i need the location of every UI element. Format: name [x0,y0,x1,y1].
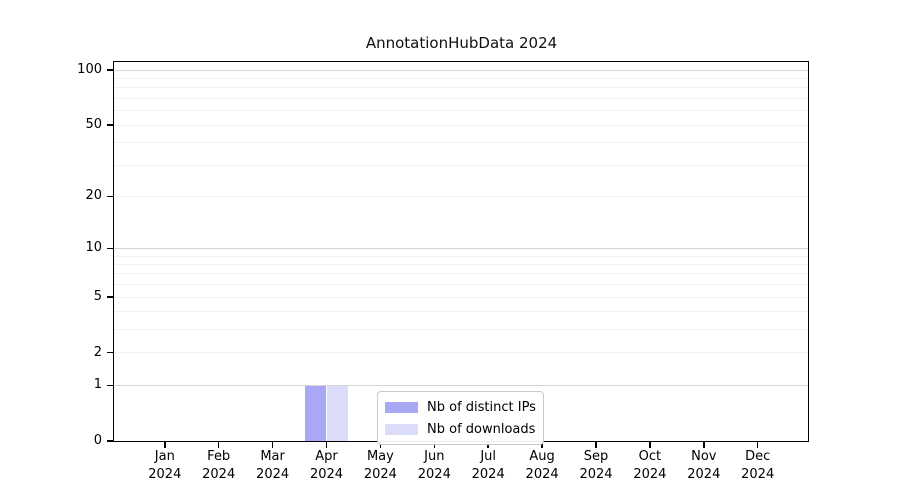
minor-gridline [114,255,808,257]
x-axis-tick [164,441,166,448]
minor-gridline [114,78,808,80]
y-tick-label: 5 [93,289,102,305]
y-tick-label: 10 [85,240,102,256]
year-label: 2024 [309,467,344,482]
year-label: 2024 [687,467,721,482]
plot-area: Dec 2024 Nov 2024 Oct 2024 Sep 2024 Aug 2024 Jul 20… [77,61,809,482]
year-label: 2024 [256,467,290,482]
minor-gridline [114,195,808,197]
x-tick-label: May 2024 [348,448,412,484]
y-tick-label: 50 [85,117,102,133]
minor-gridline [114,329,808,331]
month-label: Jan [154,449,175,464]
minor-gridline [114,98,808,100]
minor-gridline [114,263,808,265]
major-gridline [114,384,808,386]
month-label: Mar [260,449,285,464]
y-axis-tick [106,247,113,250]
x-axis-tick [756,441,759,448]
x-tick-label: Jul 2024 [456,448,520,484]
chart-title: AnnotationHubData 2024 [365,34,558,52]
minor-gridline [114,87,808,89]
legend-swatch-distinct-ips [385,401,418,413]
x-axis-tick [541,441,543,448]
legend-item-distinct-ips: Nb of distinct IPs [385,398,536,416]
x-tick-label: Jan 2024 [133,448,197,484]
minor-gridline [114,124,808,126]
minor-gridline [114,352,808,354]
y-axis-tick [106,296,113,298]
x-axis-tick [271,441,274,448]
bar-nb-of-downloads-apr [326,385,349,441]
month-label: Dec [745,449,771,464]
legend: Nb of distinct IPs Nb of downloads [377,391,544,445]
minor-gridline [114,311,808,313]
month-label: Sep [583,449,609,464]
x-tick-label: Dec 2024 [726,448,790,484]
bar-nb-of-distinct-ips-apr [304,385,327,441]
x-tick-label: Oct 2024 [618,448,682,484]
legend-label-downloads: Nb of downloads [427,421,536,437]
y-axis-tick [106,384,113,387]
year-label: 2024 [363,467,397,482]
legend-item-downloads: Nb of downloads [385,420,535,438]
legend-label-distinct-ips: Nb of distinct IPs [427,399,536,415]
x-tick-label: Mar 2024 [241,448,305,484]
year-label: 2024 [417,467,451,482]
y-tick-label: 0 [93,433,102,448]
y-tick-label: 1 [93,377,102,393]
minor-gridline [114,296,808,298]
month-label: May [366,449,394,464]
x-tick-label: Aug 2024 [510,448,574,484]
x-axis-tick [703,441,705,448]
y-tick-label: 100 [77,62,102,78]
major-gridline [114,247,808,249]
month-label: Nov [691,449,717,464]
x-tick-label: Apr 2024 [295,448,359,484]
minor-gridline [114,110,808,112]
year-label: 2024 [148,467,182,482]
y-tick-label: 2 [93,344,102,360]
month-label: Apr [315,449,338,464]
month-label: Feb [207,449,231,464]
minor-gridline [114,142,808,144]
y-axis-tick [106,124,113,126]
year-label: 2024 [579,467,613,482]
x-tick-label: Sep 2024 [564,448,628,484]
year-label: 2024 [633,467,667,482]
month-label: Aug [529,449,555,464]
year-label: 2024 [202,467,236,482]
x-axis-tick [649,441,651,448]
x-tick-label: Jun 2024 [402,448,466,484]
x-axis-tick [325,441,328,448]
minor-gridline [114,164,808,166]
legend-swatch-downloads [385,423,418,435]
year-label: 2024 [471,467,505,482]
x-axis-tick [595,441,597,448]
y-axis-tick [106,351,113,354]
y-axis-tick [106,69,113,71]
y-axis-tick [106,440,113,442]
y-axis-tick [106,195,113,198]
month-label: Oct [638,449,662,464]
month-label: Jun [424,449,445,464]
year-label: 2024 [741,467,775,482]
year-label: 2024 [525,467,559,482]
minor-gridline [114,284,808,286]
minor-gridline [114,273,808,275]
month-label: Jul [480,449,497,464]
x-tick-label: Nov 2024 [672,448,736,484]
x-axis-tick [217,441,220,448]
y-tick-label: 20 [85,188,102,204]
x-tick-label: Feb 2024 [187,448,251,484]
major-gridline [114,69,808,71]
